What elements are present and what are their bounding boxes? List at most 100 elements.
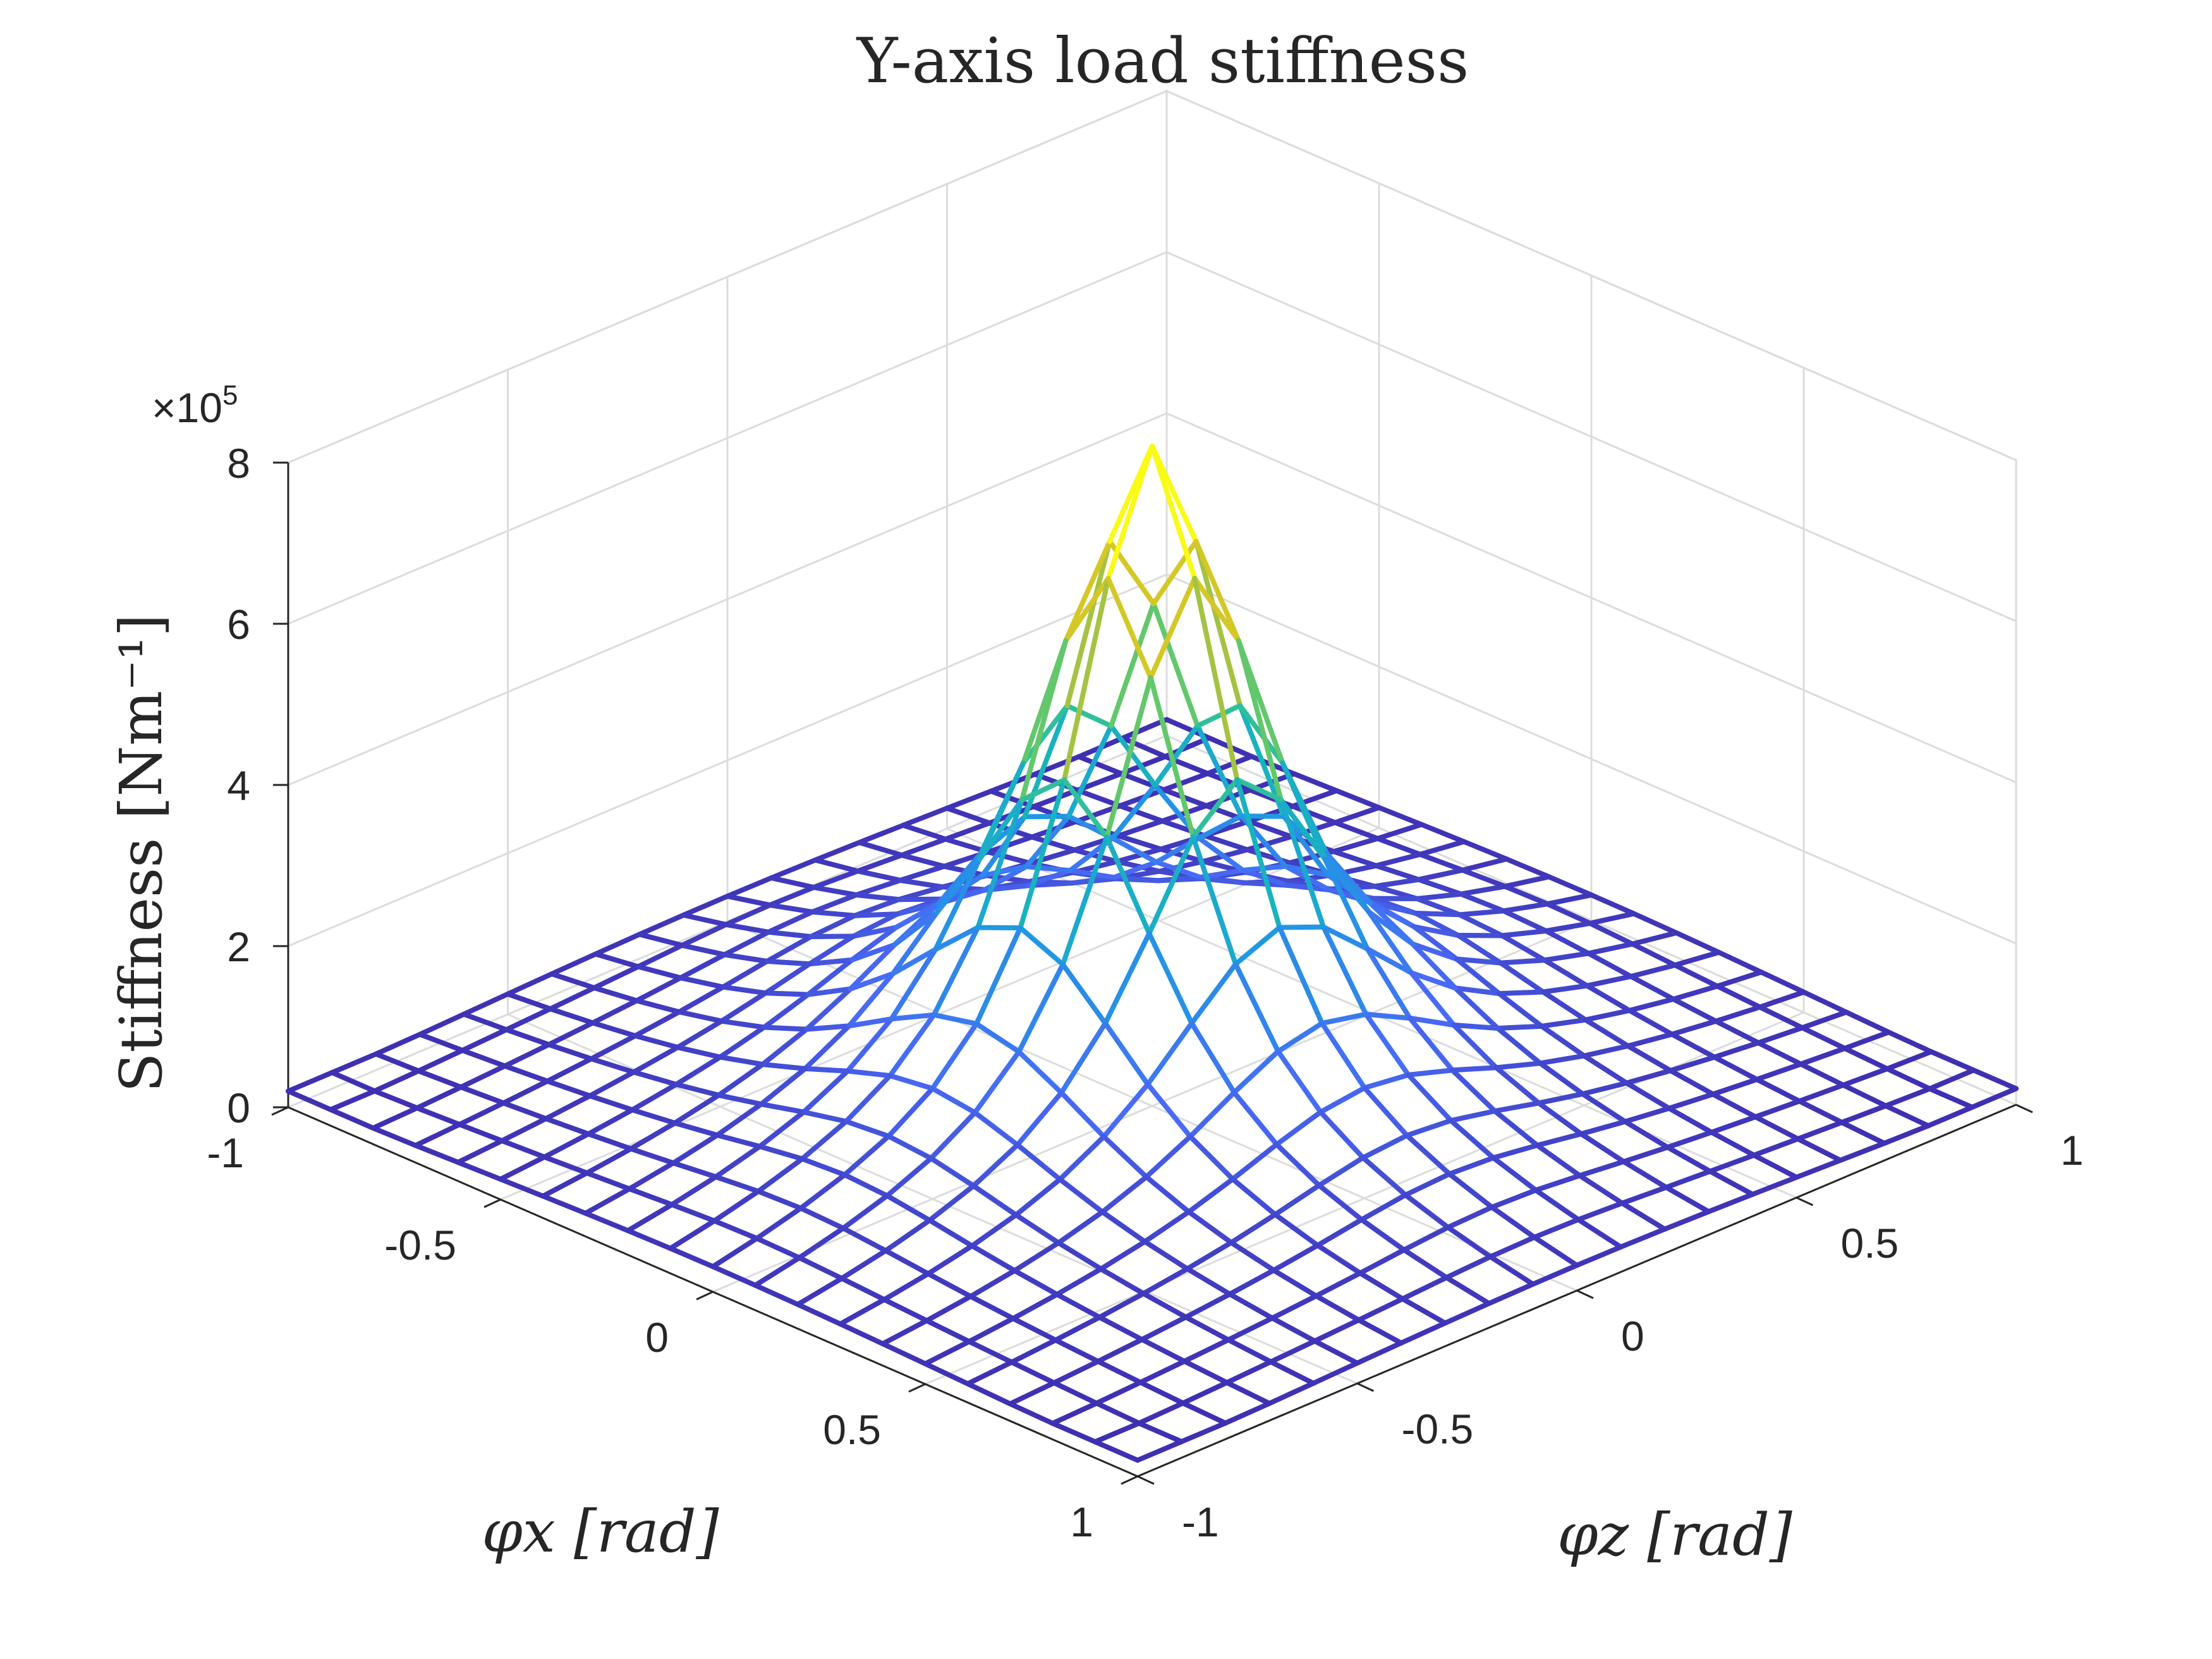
mesh-edge xyxy=(1271,1267,1319,1299)
y-tick-label: -1 xyxy=(1182,1498,1219,1545)
mesh-edge xyxy=(1458,884,1508,897)
mesh-edge xyxy=(1334,788,1382,810)
mesh-edge xyxy=(1578,1119,1628,1137)
mesh-edge xyxy=(837,1321,885,1347)
mesh-edge xyxy=(1545,901,1593,926)
mesh-edge xyxy=(1119,754,1168,777)
mesh-edge xyxy=(1581,1043,1631,1059)
mesh-edge xyxy=(969,1212,1019,1249)
mesh-edge xyxy=(1360,1133,1410,1160)
y-tick-mark xyxy=(1137,1475,1155,1485)
mesh-edge xyxy=(1019,638,1069,803)
mesh-edge xyxy=(760,1062,808,1071)
mesh-edge xyxy=(1627,996,1676,1013)
mesh-edge xyxy=(1193,538,1241,643)
mesh-edge xyxy=(1184,1266,1232,1297)
mesh-edge xyxy=(1461,839,1509,862)
mesh-edge xyxy=(1454,956,1504,966)
mesh-edge xyxy=(583,1186,632,1216)
mesh-edge xyxy=(1624,1080,1672,1111)
mesh-edge xyxy=(459,1048,507,1069)
mesh-edge xyxy=(1457,912,1505,939)
mesh-edge xyxy=(1538,1060,1586,1097)
mesh-edge xyxy=(1098,1239,1148,1272)
mesh-edge xyxy=(1407,1016,1455,1073)
mesh-edge xyxy=(417,1031,465,1053)
mesh-edge xyxy=(899,836,949,858)
mesh-edge xyxy=(1624,1068,1674,1086)
mesh-edge xyxy=(1192,576,1240,782)
mesh-edge xyxy=(965,1381,1013,1407)
mesh-edge xyxy=(1799,1009,1849,1031)
mesh-edge xyxy=(722,929,771,957)
mesh-edge xyxy=(1455,933,1504,966)
mesh-edge xyxy=(1486,1281,1536,1306)
mesh-edge xyxy=(540,1170,590,1199)
mesh-edge xyxy=(1315,1243,1363,1276)
mesh-edge xyxy=(1492,1109,1540,1148)
mesh-edge xyxy=(455,1138,505,1165)
mesh-edge xyxy=(1417,851,1466,873)
mesh-edge xyxy=(806,957,854,967)
mesh-edge xyxy=(928,1110,978,1161)
mesh-edge xyxy=(1795,1136,1843,1163)
mesh-edge xyxy=(1363,1011,1411,1078)
mesh-edge xyxy=(1406,1072,1454,1123)
mesh-edge xyxy=(1151,538,1199,607)
mesh-edge xyxy=(1155,875,1203,884)
mesh-edge xyxy=(717,1054,765,1067)
mesh-edge xyxy=(886,1133,934,1161)
mesh-edge xyxy=(1756,1040,1804,1067)
mesh-edge xyxy=(1753,1114,1801,1141)
mesh-edge xyxy=(1277,924,1327,930)
mesh-edge xyxy=(1795,1120,1845,1141)
mesh-edge xyxy=(1051,1380,1100,1406)
mesh-edge xyxy=(795,1275,844,1307)
mesh-edge xyxy=(717,1024,767,1060)
mesh-edge xyxy=(1009,1337,1059,1365)
mesh-edge xyxy=(634,998,682,1015)
mesh-edge xyxy=(1366,909,1414,976)
mesh-edge xyxy=(1493,1065,1541,1106)
mesh-edge xyxy=(1115,818,1165,839)
mesh-edge xyxy=(1136,1401,1186,1426)
mesh-edge xyxy=(813,840,862,863)
mesh-edge xyxy=(843,1119,891,1139)
mesh-edge xyxy=(675,1018,724,1050)
mesh-edge xyxy=(637,912,686,937)
mesh-edge xyxy=(678,975,726,990)
mesh-edge xyxy=(1619,1184,1669,1206)
mesh-edge xyxy=(461,991,511,1017)
mesh-edge xyxy=(1224,1380,1272,1406)
mesh-edge xyxy=(671,1160,719,1180)
mesh-edge xyxy=(1148,675,1196,840)
mesh-edge xyxy=(1707,1169,1755,1197)
mesh-edge xyxy=(806,933,856,967)
mesh-edge xyxy=(1102,930,1152,1026)
mesh-edge xyxy=(1460,856,1509,873)
mesh-edge xyxy=(848,942,897,992)
mesh-edge xyxy=(887,1073,935,1091)
mesh-edge xyxy=(635,942,685,969)
mesh-edge xyxy=(1359,1192,1408,1222)
mesh-edge xyxy=(1055,1209,1105,1246)
mesh-edge xyxy=(1402,1192,1451,1230)
mesh-edge xyxy=(1031,787,1080,810)
y-tick-mark xyxy=(2015,1103,2033,1114)
mesh-edge xyxy=(1064,538,1112,708)
mesh-edge xyxy=(457,1122,505,1143)
mesh-edge xyxy=(1094,1380,1143,1406)
mesh-edge xyxy=(1321,924,1370,952)
surface-mesh xyxy=(286,443,2019,1463)
mesh-edge xyxy=(1710,1076,1759,1097)
mesh-edge xyxy=(1417,839,1467,857)
mesh-edge xyxy=(1539,1017,1588,1029)
mesh-edge xyxy=(1141,1291,1189,1320)
mesh-edge xyxy=(719,1018,767,1030)
mesh-edge xyxy=(329,1070,377,1094)
mesh-edge xyxy=(413,1122,463,1148)
mesh-edge xyxy=(671,1133,720,1166)
mesh-edge xyxy=(1670,983,1720,1002)
mesh-edge xyxy=(669,1202,717,1224)
mesh-edge xyxy=(723,921,771,935)
